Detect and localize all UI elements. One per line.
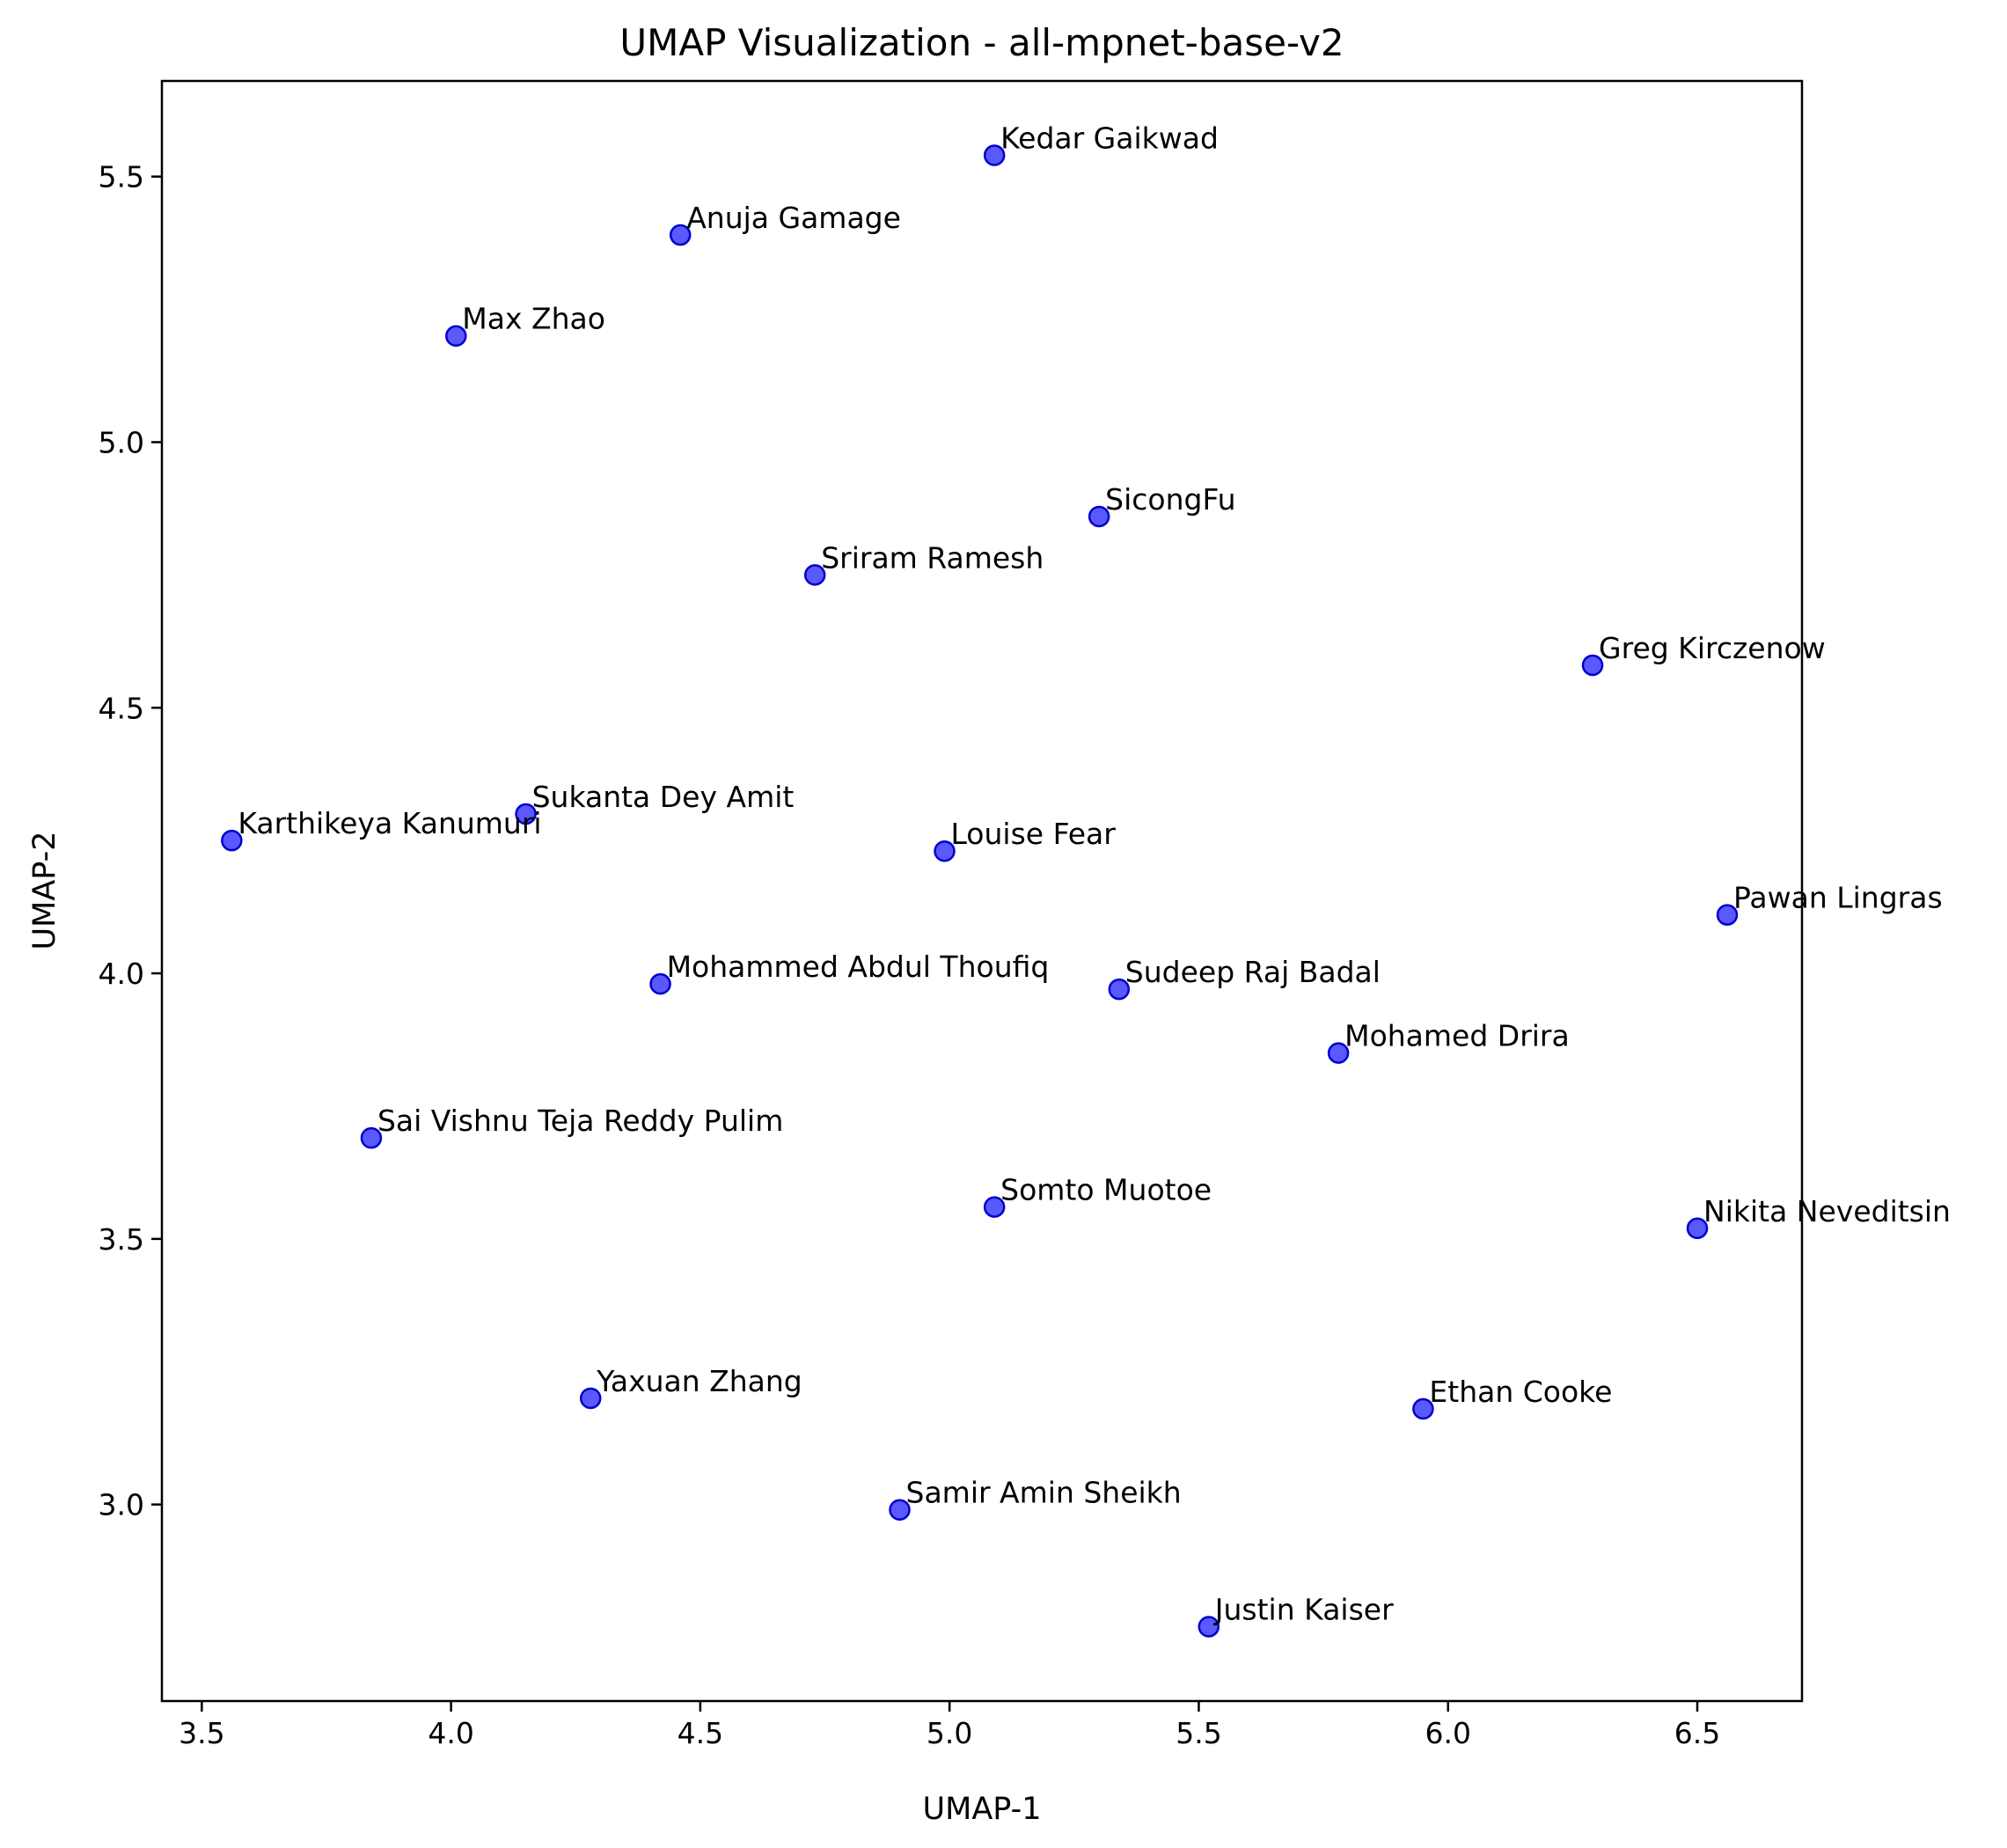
y-tick-label: 4.0 [99, 957, 144, 991]
y-tick-label: 4.5 [99, 691, 144, 725]
scatter-point [1088, 505, 1110, 528]
point-label: Justin Kaiser [1213, 1592, 1394, 1626]
x-tick-label: 4.0 [428, 1716, 473, 1750]
point-label: Kedar Gaikwad [1000, 121, 1219, 156]
point-label: Sriram Ramesh [821, 540, 1044, 575]
point-label: Samir Amin Sheikh [906, 1476, 1182, 1510]
scatter-point [649, 972, 671, 995]
point-label: Louise Fear [951, 817, 1117, 851]
scatter-point [360, 1126, 383, 1149]
y-tick-label: 3.5 [99, 1222, 144, 1257]
x-tick-label: 4.5 [678, 1716, 723, 1750]
point-label: Sai Vishnu Teja Reddy Pulim [377, 1104, 783, 1138]
scatter-point [983, 144, 1006, 166]
scatter-point [889, 1499, 911, 1521]
scatter-point [1198, 1616, 1220, 1638]
scatter-point [221, 829, 243, 852]
y-tick-label: 5.0 [99, 425, 144, 459]
point-label: Yaxuan Zhang [596, 1364, 802, 1398]
scatter-point [1412, 1397, 1434, 1420]
point-label: SicongFu [1105, 482, 1235, 517]
point-label: Sukanta Dey Amit [532, 780, 795, 814]
point-label: Nikita Neveditsin [1703, 1194, 1951, 1228]
scatter-point [579, 1387, 602, 1410]
chart-title: UMAP Visualization - all-mpnet-base-v2 [619, 21, 1344, 64]
point-label: Somto Muotoe [1000, 1173, 1212, 1207]
scatter-point [934, 840, 956, 862]
point-label: Max Zhao [462, 302, 605, 336]
point-label: Greg Kirczenow [1599, 631, 1826, 665]
scatter-point [1716, 904, 1739, 926]
point-label: Anuja Gamage [686, 201, 901, 235]
x-tick-label: 6.0 [1425, 1716, 1470, 1750]
y-tick-label: 3.0 [99, 1488, 144, 1522]
point-label: Mohammed Abdul Thoufiq [667, 950, 1050, 984]
x-tick-label: 6.5 [1674, 1716, 1720, 1750]
y-tick-label: 5.5 [99, 160, 144, 194]
plot-frame [160, 79, 1804, 1703]
scatter-point [669, 224, 692, 246]
scatter-point [803, 564, 826, 586]
scatter-point [1581, 654, 1604, 677]
point-label: Ethan Cooke [1429, 1375, 1612, 1409]
scatter-point [1108, 978, 1131, 1001]
point-label: Mohamed Drira [1344, 1019, 1570, 1053]
x-tick-label: 3.5 [179, 1716, 224, 1750]
scatter-point [515, 803, 537, 825]
y-axis-label: UMAP-2 [27, 832, 62, 950]
point-label: Sudeep Raj Badal [1125, 955, 1381, 989]
scatter-point [1686, 1217, 1709, 1240]
point-label: Karthikeya Kanumuri [238, 806, 541, 840]
plot-area: 3.5 4.0 4.5 5.0 5.5 6.0 6.5 3.0 3.5 4.0 4.5 5.0 5.5 K… [99, 79, 1951, 1750]
scatter-point [1327, 1042, 1350, 1064]
x-axis-label: UMAP-1 [923, 1792, 1042, 1827]
scatter-point [445, 325, 467, 347]
x-tick-label: 5.0 [927, 1716, 972, 1750]
scatter-point [983, 1196, 1006, 1218]
point-label: Pawan Lingras [1733, 881, 1943, 915]
x-tick-label: 5.5 [1176, 1716, 1221, 1750]
